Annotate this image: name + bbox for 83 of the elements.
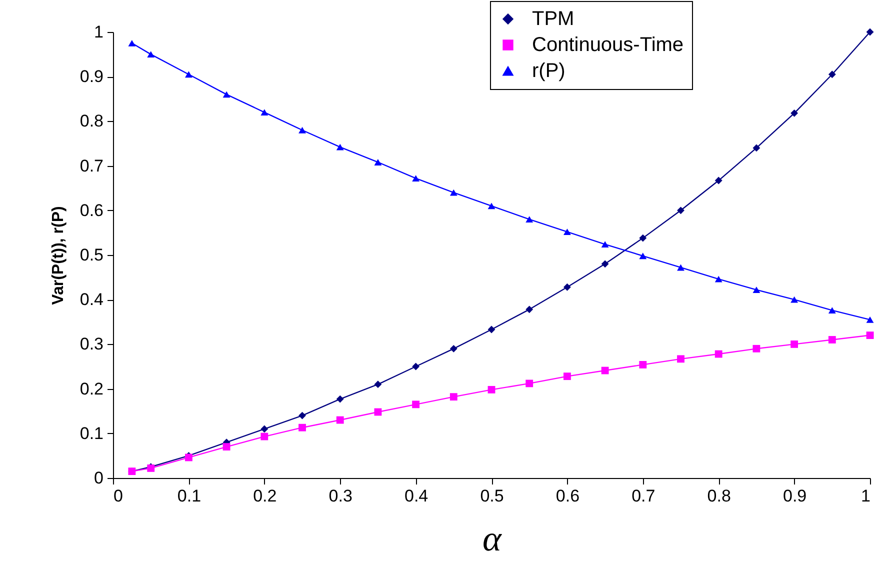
point: [677, 355, 684, 363]
point: [374, 408, 382, 416]
point: [752, 286, 760, 293]
point: [828, 70, 836, 78]
x-tick-label: 0.9: [782, 486, 807, 506]
point: [450, 189, 458, 196]
point: [374, 380, 382, 388]
point: [639, 234, 647, 242]
y-axis-title: Var(P(t)), r(P): [50, 206, 67, 305]
point: [601, 241, 609, 248]
y-tick-label: 0.4: [80, 290, 104, 310]
point: [526, 216, 534, 223]
point: [752, 144, 760, 152]
point: [222, 91, 230, 98]
point: [639, 361, 647, 368]
y-tick-label: 1: [94, 22, 104, 42]
y-tick-label: 0.1: [80, 424, 104, 443]
y-tick-label: 0.7: [80, 156, 104, 176]
point: [336, 144, 344, 150]
x-axis-title: α: [482, 518, 503, 558]
point: [412, 175, 420, 182]
point: [488, 202, 496, 210]
point: [222, 443, 230, 450]
x-tick-label: 0.7: [632, 486, 656, 506]
point: [563, 372, 571, 380]
point: [866, 28, 874, 36]
point: [147, 51, 155, 58]
point: [828, 307, 836, 314]
point: [563, 283, 571, 291]
point: [828, 336, 836, 344]
y-tick-label: 0.3: [80, 334, 104, 354]
y-tick-label: 0.8: [80, 112, 104, 131]
point: [639, 252, 647, 260]
x-tick-label: 0.3: [328, 486, 352, 506]
y-tick-label: 0: [94, 468, 104, 488]
point: [184, 71, 192, 78]
point: [298, 412, 306, 420]
point: [128, 40, 136, 46]
point: [488, 386, 496, 394]
point: [412, 400, 420, 408]
point: [714, 276, 722, 282]
point: [677, 206, 684, 214]
y-tick-label: 0.2: [80, 379, 104, 398]
point: [526, 380, 534, 388]
point: [260, 425, 268, 433]
legend-label: TPM: [532, 8, 574, 30]
point: [601, 366, 609, 374]
point: [260, 432, 268, 440]
x-tick-label: 1: [861, 486, 870, 506]
y-tick-label: 0.9: [80, 67, 104, 86]
point: [374, 159, 382, 166]
x-tick-label: 0.8: [707, 486, 731, 506]
point: [450, 344, 458, 352]
point: [752, 344, 760, 352]
x-tick-label: 0.2: [253, 486, 277, 506]
x-tick-label: 0.6: [556, 486, 580, 506]
point: [450, 393, 458, 401]
point: [677, 264, 684, 271]
y-tick-label: 0.5: [80, 246, 104, 264]
x-tick-label: 0.4: [404, 486, 428, 506]
point: [866, 316, 874, 323]
point: [336, 416, 344, 424]
point: [563, 228, 571, 236]
point: [866, 332, 874, 339]
x-tick-label: 0.5: [480, 486, 504, 506]
point: [790, 296, 798, 303]
point: [526, 306, 534, 314]
point: [298, 424, 306, 432]
point: [601, 260, 609, 268]
point: [298, 126, 306, 134]
x-tick-label: 0.1: [177, 486, 202, 506]
point: [790, 340, 798, 348]
point: [714, 350, 722, 358]
point: [260, 109, 268, 116]
point: [790, 109, 798, 117]
y-tick-label: 0.6: [80, 200, 104, 220]
point: [412, 362, 420, 370]
point: [336, 395, 344, 403]
point: [714, 176, 722, 184]
x-tick-label: 0: [114, 486, 123, 506]
legend-label: r(P): [532, 60, 566, 82]
legend-label: Continuous-Time: [532, 34, 684, 56]
point: [488, 326, 496, 334]
